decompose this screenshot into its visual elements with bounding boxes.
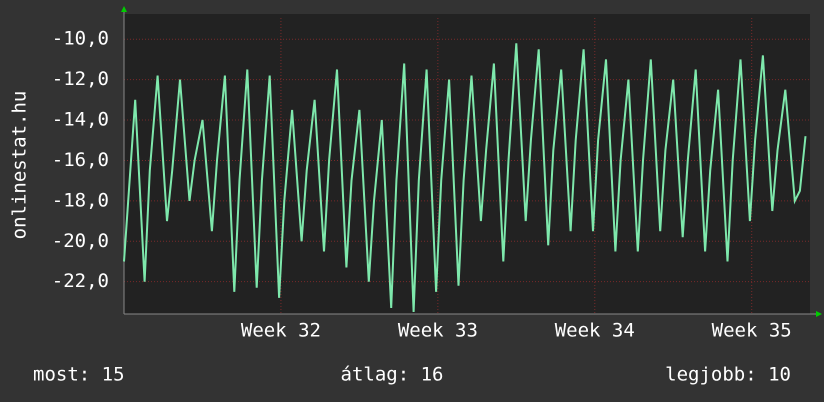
y-tick-label: -18,0 [52, 189, 109, 211]
x-tick-label: Week 33 [398, 320, 478, 342]
data-line [123, 43, 807, 313]
y-tick-label: -22,0 [52, 270, 109, 292]
axis-arrow [121, 6, 127, 12]
footer-stat: legjobb: 10 [665, 364, 791, 386]
footer-stat: átlag: 16 [341, 364, 444, 386]
y-tick-label: -16,0 [52, 149, 109, 171]
y-tick-label: -12,0 [52, 68, 109, 90]
plot-area [124, 14, 810, 314]
y-tick-label: -14,0 [52, 109, 109, 131]
x-tick-label: Week 35 [712, 320, 792, 342]
axis-arrow [816, 311, 822, 317]
y-tick-label: -10,0 [52, 28, 109, 50]
x-tick-label: Week 34 [555, 320, 635, 342]
y-tick-label: -20,0 [52, 230, 109, 252]
y-axis-label: onlinestat.hu [9, 91, 31, 240]
footer-stat: most: 15 [33, 364, 125, 386]
x-tick-label: Week 32 [241, 320, 321, 342]
